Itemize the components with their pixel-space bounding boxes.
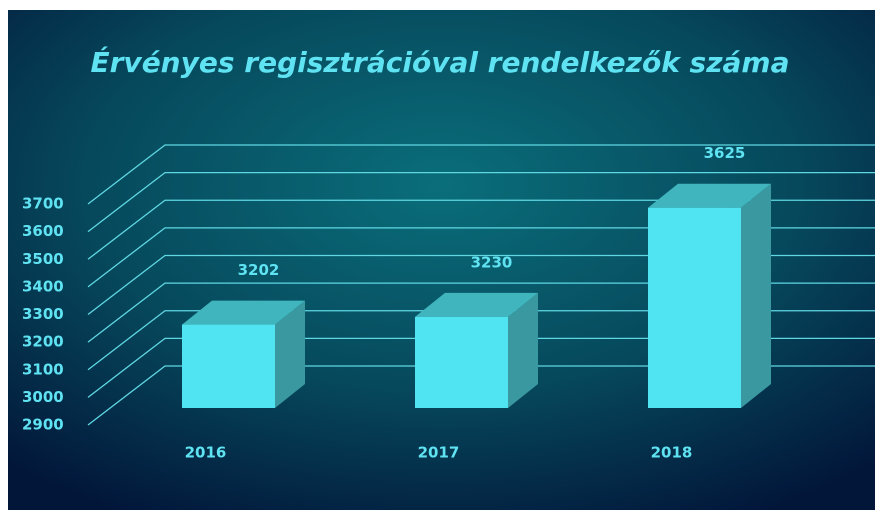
- chart-title: Érvényes regisztrációval rendelkezők szá…: [91, 45, 790, 79]
- data-label: 3230: [471, 253, 513, 271]
- bar: [648, 207, 741, 408]
- bar: [182, 324, 275, 408]
- y-tick-label: 3700: [22, 195, 64, 213]
- grid-line: [87, 254, 875, 316]
- bar-top: [182, 300, 305, 325]
- grid-line: [87, 144, 875, 205]
- bar-side: [275, 300, 305, 408]
- grid-line: [87, 282, 875, 343]
- grid-line: [87, 310, 875, 371]
- y-tick-label: 3600: [22, 222, 64, 240]
- y-tick-label: 3000: [22, 388, 64, 406]
- x-tick-label: 2016: [185, 444, 227, 462]
- x-tick-label: 2017: [418, 444, 460, 462]
- bar-top: [648, 183, 771, 208]
- grid-line: [87, 199, 875, 260]
- y-tick-label: 3300: [22, 305, 64, 323]
- x-tick-label: 2018: [651, 444, 693, 462]
- grid-line: [87, 227, 875, 288]
- y-tick-label: 2900: [22, 416, 64, 434]
- grid-line: [87, 365, 875, 426]
- bar-side: [741, 183, 771, 408]
- data-label: 3202: [238, 261, 280, 279]
- y-tick-label: 3100: [22, 360, 64, 378]
- y-tick-label: 3500: [22, 250, 64, 268]
- grid-line: [87, 171, 875, 233]
- data-label: 3625: [704, 144, 746, 162]
- grid-line: [87, 337, 875, 398]
- bar: [415, 316, 508, 408]
- y-tick-label: 3400: [22, 277, 64, 295]
- y-tick-label: 3200: [22, 333, 64, 351]
- bar-top: [415, 292, 538, 317]
- bar-side: [508, 292, 538, 408]
